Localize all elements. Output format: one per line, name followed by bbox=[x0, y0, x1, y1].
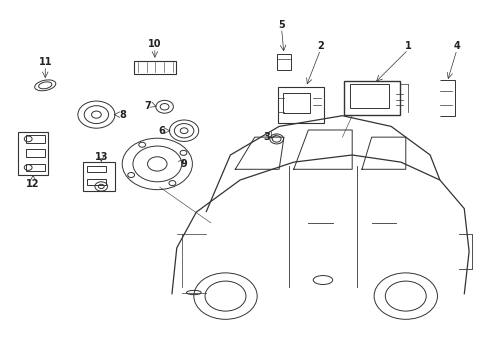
Text: 4: 4 bbox=[454, 41, 460, 51]
Bar bbox=[26, 163, 45, 171]
Bar bbox=[277, 54, 291, 70]
Text: 6: 6 bbox=[159, 126, 166, 136]
Bar bbox=[87, 179, 106, 185]
Bar bbox=[26, 135, 45, 143]
Bar bbox=[350, 85, 389, 108]
Bar bbox=[26, 149, 45, 157]
Text: 1: 1 bbox=[405, 41, 412, 51]
Text: 10: 10 bbox=[148, 39, 162, 49]
Bar bbox=[283, 93, 310, 113]
Text: 3: 3 bbox=[264, 132, 270, 142]
Bar bbox=[278, 87, 324, 123]
Text: 7: 7 bbox=[144, 101, 151, 111]
Text: 11: 11 bbox=[39, 57, 52, 67]
Bar bbox=[343, 81, 400, 115]
Bar bbox=[19, 132, 48, 175]
Text: 9: 9 bbox=[181, 159, 188, 169]
Text: 2: 2 bbox=[317, 41, 324, 51]
Text: 5: 5 bbox=[278, 19, 285, 30]
Bar bbox=[83, 162, 115, 191]
Bar bbox=[87, 166, 106, 172]
Text: 8: 8 bbox=[120, 110, 126, 120]
Bar bbox=[134, 61, 175, 74]
Text: 12: 12 bbox=[26, 179, 40, 189]
Text: 13: 13 bbox=[95, 152, 108, 162]
